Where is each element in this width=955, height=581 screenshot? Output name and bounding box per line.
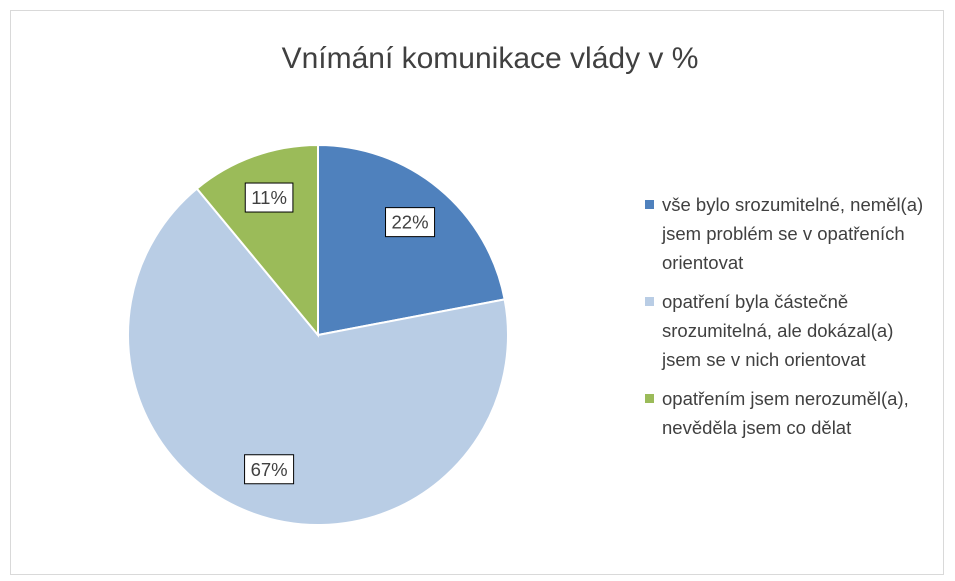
data-label-box (244, 454, 295, 485)
legend-item: opatření byla částečně srozumitelná, ale… (645, 287, 935, 374)
chart-title: Vnímání komunikace vlády v % (282, 42, 699, 75)
legend-item: opatřením jsem nerozuměl(a), nevěděla js… (645, 384, 935, 442)
legend-label: vše bylo srozumitelné, neměl(a) jsem pro… (662, 194, 924, 273)
legend-swatch (645, 200, 654, 209)
legend: vše bylo srozumitelné, neměl(a) jsem pro… (645, 190, 935, 442)
pie-slice (317, 143, 506, 337)
legend-item: vše bylo srozumitelné, neměl(a) jsem pro… (645, 190, 935, 277)
legend-label: opatřením jsem nerozuměl(a), nevěděla js… (662, 388, 909, 438)
data-label-box (244, 182, 294, 213)
data-label: 22% (392, 212, 429, 233)
data-label: 67% (251, 459, 288, 480)
data-label-box (385, 207, 436, 238)
legend-swatch (645, 394, 654, 403)
legend-label: opatření byla částečně srozumitelná, ale… (662, 291, 894, 370)
chart-border (10, 10, 944, 575)
pie-slice (127, 187, 509, 526)
legend-swatch (645, 297, 654, 306)
data-label: 11% (251, 187, 287, 208)
